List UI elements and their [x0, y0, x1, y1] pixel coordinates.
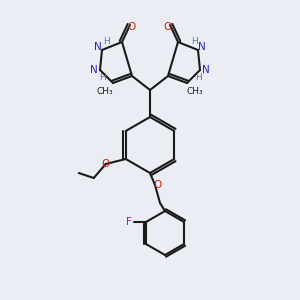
- Text: N: N: [198, 42, 206, 52]
- Text: N: N: [94, 42, 102, 52]
- Text: N: N: [202, 65, 210, 75]
- Text: H: H: [99, 74, 105, 82]
- Text: CH₃: CH₃: [97, 86, 113, 95]
- Text: H: H: [103, 38, 110, 46]
- Text: F: F: [126, 217, 132, 227]
- Text: O: O: [102, 159, 110, 169]
- Text: H: H: [195, 74, 201, 82]
- Text: O: O: [164, 22, 172, 32]
- Text: O: O: [128, 22, 136, 32]
- Text: CH₃: CH₃: [187, 86, 203, 95]
- Text: O: O: [154, 180, 162, 190]
- Text: H: H: [192, 38, 198, 46]
- Text: N: N: [90, 65, 98, 75]
